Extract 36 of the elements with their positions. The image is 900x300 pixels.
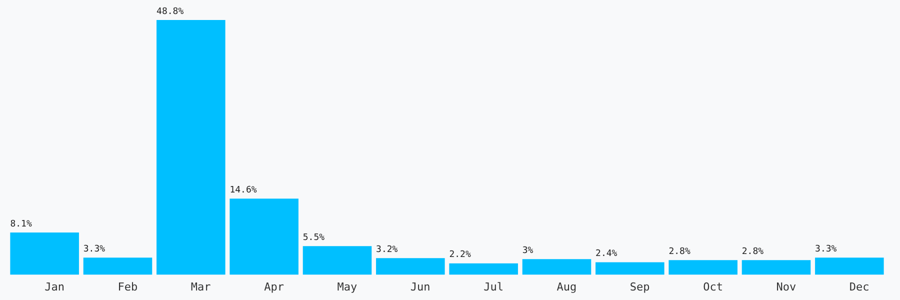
- x-tick-label: Jul: [484, 280, 504, 294]
- x-tick-label: Sep: [630, 280, 650, 294]
- bar: [449, 263, 518, 275]
- bar: [10, 232, 79, 275]
- x-tick-label: Jan: [44, 280, 64, 294]
- data-label: 3.2%: [376, 244, 398, 255]
- data-label: 2.2%: [449, 250, 472, 260]
- bar: [83, 258, 152, 275]
- data-label: 5.5%: [302, 232, 326, 243]
- bar: [302, 246, 372, 275]
- x-tick-label: Oct: [703, 280, 723, 294]
- data-label: 14.6%: [230, 185, 258, 196]
- bar: [156, 20, 226, 275]
- bar: [522, 259, 592, 275]
- x-tick-label: Jun: [410, 280, 430, 294]
- data-label: 2.4%: [596, 249, 618, 260]
- x-tick-label: Mar: [190, 280, 212, 294]
- data-label: 3%: [522, 246, 534, 256]
- data-label: 2.8%: [742, 247, 764, 258]
- data-label: 2.8%: [668, 247, 691, 258]
- data-label: 3.3%: [83, 244, 106, 254]
- bar: [230, 198, 298, 275]
- data-label: 8.1%: [10, 219, 32, 230]
- bar: [376, 258, 445, 275]
- data-label: 48.8%: [156, 6, 184, 17]
- x-tick-label: Nov: [776, 280, 796, 294]
- x-tick-label: Aug: [556, 280, 577, 294]
- bar: [668, 260, 738, 275]
- data-label: 3.3%: [815, 244, 838, 254]
- x-tick-label: Apr: [264, 280, 284, 294]
- bar: [596, 262, 664, 275]
- bar: [815, 258, 884, 275]
- x-tick-label: Feb: [118, 280, 138, 294]
- bar: [742, 260, 811, 275]
- x-tick-label: Dec: [849, 280, 870, 294]
- x-tick-label: May: [337, 280, 358, 294]
